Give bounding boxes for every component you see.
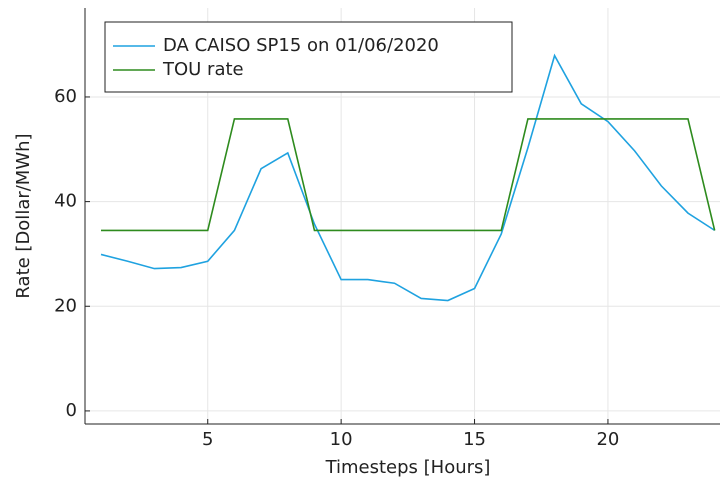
legend-label: DA CAISO SP15 on 01/06/2020 [163,35,439,56]
x-tick-label: 20 [596,429,619,450]
legend-box [104,21,513,93]
x-tick-label: 15 [463,429,486,450]
y-axis-label: Rate [Dollar/MWh] [13,133,34,298]
legend-label: TOU rate [162,59,244,80]
x-tick-label: 10 [330,429,353,450]
x-axis-label: Timesteps [Hours] [325,457,491,478]
data-line [101,118,716,232]
y-tick-label: 40 [54,191,77,212]
y-tick-label: 0 [66,400,77,421]
x-tick-label: 5 [202,429,213,450]
y-tick-label: 60 [54,86,77,107]
data-line [100,53,716,302]
y-tick-label: 20 [54,295,77,316]
